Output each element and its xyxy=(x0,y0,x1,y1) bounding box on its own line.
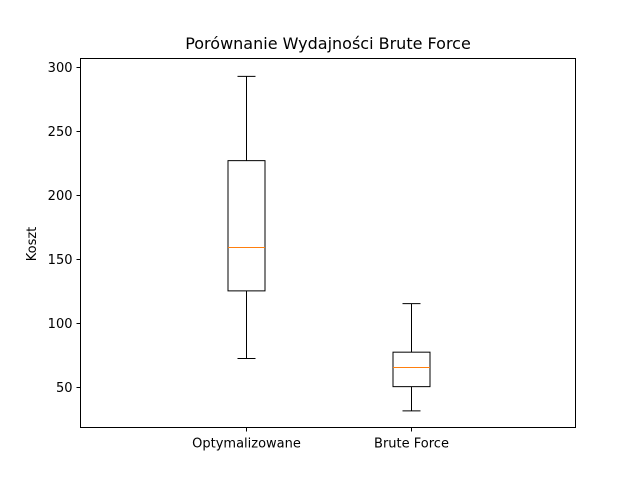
x-tick-label: Optymalizowane xyxy=(192,437,301,452)
box-iqr xyxy=(227,160,266,292)
y-tick-label: 300 xyxy=(48,61,73,76)
y-tick-label: 100 xyxy=(48,317,73,332)
y-tick-label: 50 xyxy=(56,381,73,396)
y-axis-ticks: 50 100 150 200 250 300 xyxy=(48,61,81,396)
box-iqr xyxy=(392,351,431,388)
y-tick-label: 150 xyxy=(48,253,73,268)
chart-title: Porównanie Wydajności Brute Force xyxy=(185,34,471,53)
y-axis-label: Koszt xyxy=(25,227,40,262)
box-group xyxy=(392,303,431,412)
x-axis-ticks: Optymalizowane Brute Force xyxy=(192,427,449,452)
x-tick-label: Brute Force xyxy=(374,437,449,452)
y-tick-label: 250 xyxy=(48,125,73,140)
plot-frame xyxy=(80,58,576,428)
boxes xyxy=(227,75,431,412)
y-tick-label: 200 xyxy=(48,189,73,204)
box-group xyxy=(227,75,266,360)
